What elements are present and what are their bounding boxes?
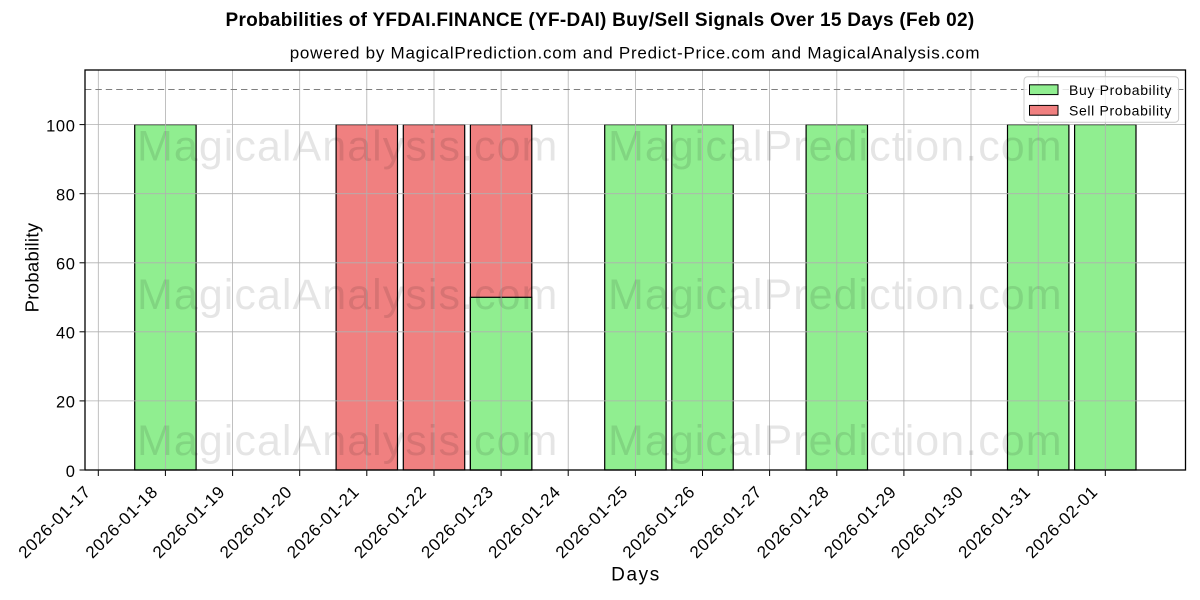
svg-text:40: 40 — [56, 325, 76, 343]
svg-text:MagicalPrediction.com: MagicalPrediction.com — [608, 271, 1063, 319]
svg-text:60: 60 — [56, 256, 76, 274]
svg-text:80: 80 — [56, 187, 76, 205]
svg-text:Probability: Probability — [22, 222, 43, 312]
svg-text:MagicalAnalysis.com: MagicalAnalysis.com — [137, 417, 558, 465]
svg-text:20: 20 — [56, 394, 76, 412]
svg-text:powered by MagicalPrediction.c: powered by MagicalPrediction.com and Pre… — [290, 44, 981, 63]
svg-text:MagicalPrediction.com: MagicalPrediction.com — [608, 417, 1063, 465]
svg-text:MagicalAnalysis.com: MagicalAnalysis.com — [137, 123, 558, 171]
svg-text:0: 0 — [66, 463, 76, 481]
svg-text:100: 100 — [46, 117, 75, 135]
svg-text:Days: Days — [611, 565, 661, 586]
svg-text:MagicalPrediction.com: MagicalPrediction.com — [608, 123, 1063, 171]
svg-text:Probabilities of YFDAI.FINANCE: Probabilities of YFDAI.FINANCE (YF-DAI) … — [226, 10, 975, 31]
svg-text:Buy Probability: Buy Probability — [1069, 82, 1172, 98]
svg-text:Sell Probability: Sell Probability — [1069, 103, 1172, 119]
svg-text:MagicalAnalysis.com: MagicalAnalysis.com — [137, 271, 558, 319]
